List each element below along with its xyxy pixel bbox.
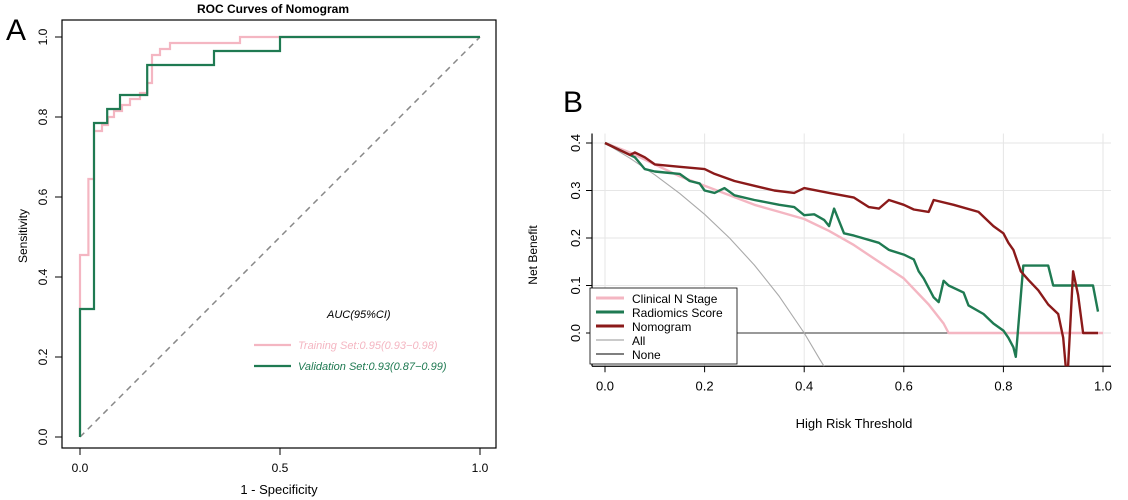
chart-a-plot-box [61,19,497,449]
chart-b-y-tick-label: 0.4 [568,134,583,152]
chart-a-series-validation-set [78,35,480,437]
chart-b-series-radiomics-score [604,141,1100,358]
legend-label-none: None [632,348,661,362]
chart-b-y-tick-label: 0.0 [568,324,583,342]
chart-b-x-tick-label: 0.4 [795,378,813,393]
chart-a-x-tick-label: 0.0 [72,461,89,475]
chart-a-y-tick-label: 0.2 [36,348,50,365]
chart-a-legend: AUC(95%CI) Training Set:0.95(0.93−0.98) … [254,309,447,373]
chart-a-x-tick-label: 1.0 [472,461,489,475]
chart-b-y-tick-label: 0.1 [568,276,583,294]
legend-label-radiomics: Radiomics Score [632,306,723,320]
legend-label-clinical: Clinical N Stage [632,292,718,306]
chart-a-ylabel: Sensitivity [16,209,30,263]
chart-a-y-tick-label: 0.4 [36,268,50,285]
chart-b-legend: Clinical N Stage Radiomics Score Nomogra… [589,287,738,365]
chart-b-xlabel: High Risk Threshold [796,416,913,431]
chart-a-series-training-set [78,35,480,437]
chart-a-y-tick-label: 0.0 [36,428,50,445]
chart-a-x-tick-label: 0.5 [272,461,289,475]
panel-b: B 0.0 0.2 0.4 0.6 0.8 1.0 0.0 0.1 0.2 0.3 0.4 High… [526,86,1112,431]
chart-b-y-tick-label: 0.3 [568,181,583,199]
chart-a-y-tick-label: 0.8 [36,108,50,125]
chart-a-legend-title: AUC(95%CI) [326,309,391,321]
chart-a-xlabel: 1 - Specificity [240,482,318,497]
chart-a-title: ROC Curves of Nomogram [197,2,349,16]
chart-a-y-tick-label: 0.6 [36,188,50,205]
legend-label-training: Training Set:0.95(0.93−0.98) [298,340,438,352]
panel-a-label: A [6,14,26,47]
chart-b-series-nomogram [604,141,1098,367]
legend-label-all: All [632,334,645,348]
panel-b-label: B [563,86,583,119]
chart-b-x-tick-label: 0.0 [596,378,614,393]
chart-b-y-tick-label: 0.2 [568,229,583,247]
chart-b-x-tick-label: 0.2 [696,378,714,393]
panel-a: A ROC Curves of Nomogram 0.0 0.5 1.0 0.0 0.2… [6,2,497,497]
chart-b-ylabel: Net Benefit [526,225,540,285]
chart-b-x-tick-label: 0.8 [994,378,1012,393]
chart-b-x-tick-label: 1.0 [1094,378,1112,393]
chart-b-legend-box [589,287,738,365]
legend-label-validation: Validation Set:0.93(0.87−0.99) [298,361,447,373]
legend-label-nomogram: Nomogram [632,320,691,334]
chart-a-y-tick-label: 1.0 [36,28,50,45]
chart-b-x-tick-label: 0.6 [895,378,913,393]
